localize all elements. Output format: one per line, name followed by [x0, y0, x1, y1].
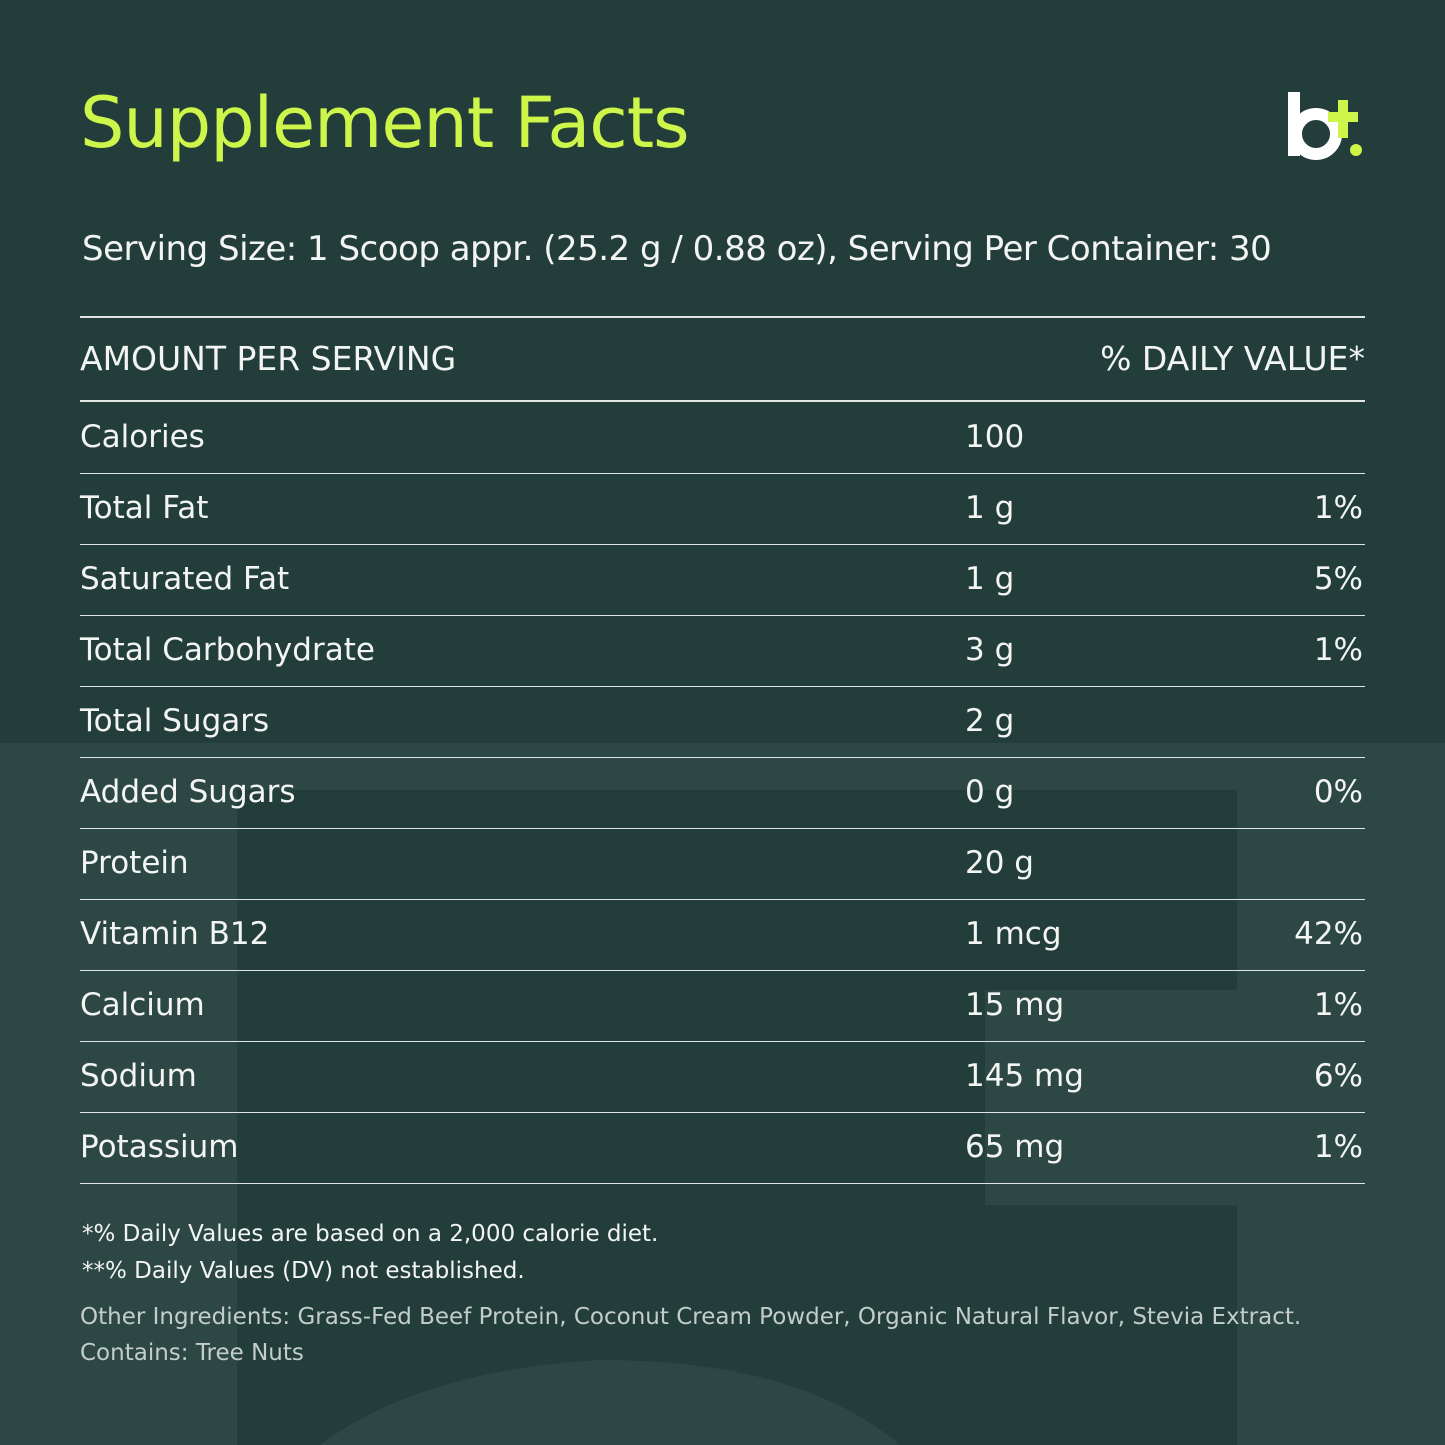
column-header: AMOUNT PER SERVING — [80, 339, 457, 378]
rule — [80, 686, 1365, 687]
nutrient-name: Vitamin B12 — [80, 916, 270, 952]
rule — [80, 899, 1365, 900]
nutrient-name: Saturated Fat — [80, 561, 290, 597]
nutrient-amount: 1 g — [965, 561, 1015, 597]
ingredients: Other Ingredients: Grass-Fed Beef Protei… — [80, 1304, 1302, 1330]
nutrient-amount: 15 mg — [965, 987, 1065, 1023]
nutrient-name: Protein — [80, 845, 189, 881]
daily-value: 1% — [1313, 987, 1363, 1023]
rule — [80, 544, 1365, 545]
nutrient-amount: 1 g — [965, 490, 1015, 526]
column-header: % DAILY VALUE* — [1100, 339, 1365, 378]
nutrient-name: Total Carbohydrate — [80, 632, 375, 668]
nutrient-name: Calcium — [80, 987, 205, 1023]
nutrient-name: Total Sugars — [80, 703, 270, 739]
nutrient-amount: 20 g — [965, 845, 1034, 881]
footnote: *% Daily Values are based on a 2,000 cal… — [82, 1221, 659, 1247]
nutrient-amount: 0 g — [965, 774, 1015, 810]
nutrient-amount: 1 mcg — [965, 916, 1062, 952]
ingredients: Contains: Tree Nuts — [80, 1340, 304, 1366]
daily-value: 6% — [1313, 1058, 1363, 1094]
rule — [80, 970, 1365, 971]
serving-info: Serving Size: 1 Scoop appr. (25.2 g / 0.… — [82, 229, 1272, 269]
rule — [80, 1183, 1365, 1184]
rule — [80, 473, 1365, 474]
daily-value: 1% — [1313, 490, 1363, 526]
nutrient-amount: 145 mg — [965, 1058, 1084, 1094]
title: Supplement Facts — [80, 82, 690, 164]
rule — [80, 757, 1365, 758]
footnote: **% Daily Values (DV) not established. — [82, 1258, 525, 1284]
nutrient-name: Potassium — [80, 1129, 239, 1165]
daily-value: 0% — [1313, 774, 1363, 810]
nutrient-name: Calories — [80, 419, 205, 455]
nutrient-name: Sodium — [80, 1058, 197, 1094]
rule — [80, 828, 1365, 829]
daily-value: 1% — [1313, 632, 1363, 668]
rule — [80, 1041, 1365, 1042]
nutrient-amount: 100 — [965, 419, 1025, 455]
nutrient-name: Added Sugars — [80, 774, 296, 810]
daily-value: 42% — [1294, 916, 1363, 952]
logo — [1288, 92, 1362, 160]
nutrient-amount: 2 g — [965, 703, 1015, 739]
nutrient-name: Total Fat — [80, 490, 209, 526]
nutrient-amount: 65 mg — [965, 1129, 1065, 1165]
rule — [80, 1112, 1365, 1113]
nutrient-amount: 3 g — [965, 632, 1015, 668]
daily-value: 5% — [1313, 561, 1363, 597]
rule — [80, 615, 1365, 616]
rule — [80, 316, 1365, 318]
daily-value: 1% — [1313, 1129, 1363, 1165]
rule — [80, 400, 1365, 402]
